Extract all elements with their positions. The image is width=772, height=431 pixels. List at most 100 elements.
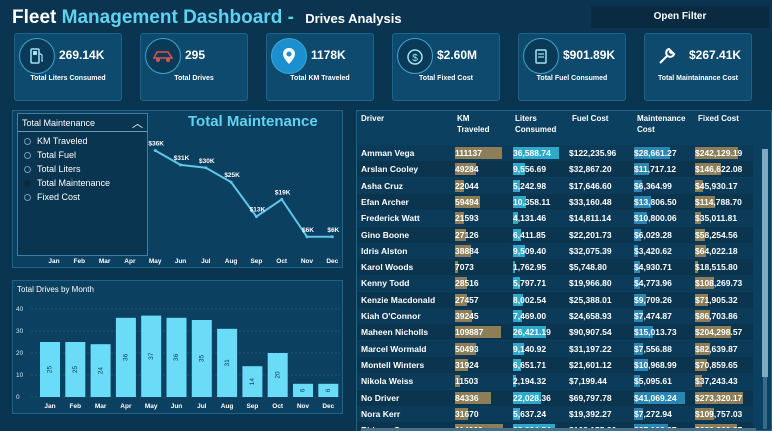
km-cell: 31924	[455, 359, 479, 370]
table-horizontal-scrollbar[interactable]	[361, 428, 756, 431]
col-header-fuel-cost[interactable]: Fuel Cost	[572, 114, 609, 123]
table-row[interactable]: Nikola Weiss 11503 2,194.32 $7,199.44 $5,095…	[357, 373, 753, 390]
fixed-cost-cell: $146,622.08	[695, 164, 743, 175]
drives-bar[interactable]	[90, 344, 111, 397]
liters-cell: 2,194.32	[513, 376, 547, 387]
km-cell: 27457	[455, 294, 479, 305]
drives-bar[interactable]	[65, 342, 86, 397]
table-data-bar	[695, 375, 702, 388]
kpi-label-fixed-cost: Total Fixed Cost	[419, 75, 473, 82]
map-pin-icon	[271, 38, 307, 74]
table-data-bar	[695, 163, 721, 176]
maintenance-point[interactable]	[179, 163, 182, 167]
measure-option[interactable]: Fixed Cost	[18, 190, 147, 204]
table-row[interactable]: Montell Winters 31924 6,651.71 $21,601.12 $1…	[357, 356, 753, 373]
table-row[interactable]: Kenzie Macdonald 27457 8,002.54 $25,388.01 $…	[357, 291, 753, 308]
open-filter-button[interactable]: Open Filter	[591, 6, 769, 28]
measure-option-label: Total Maintenance	[37, 178, 111, 188]
drives-chart-title: Total Drives by Month	[17, 285, 94, 294]
maintenance-point[interactable]	[254, 215, 258, 219]
maintenance-cell: $9,709.26	[634, 294, 672, 305]
measure-option[interactable]: KM Traveled	[18, 134, 147, 148]
table-row[interactable]: Asha Cruz 22044 5,242.98 $17,646.60 $6,364.9…	[357, 177, 753, 194]
drives-x-tick: Apr	[120, 403, 132, 410]
table-row[interactable]: Efan Archer 59494 10,358.11 $33,160.48 $13,8…	[357, 193, 753, 210]
drives-x-tick: Aug	[221, 403, 234, 410]
fixed-cost-cell: $273,320.17	[695, 392, 743, 403]
drives-bar-label: 37	[148, 352, 155, 360]
maintenance-cell: $4,773.96	[634, 278, 672, 289]
drives-bar[interactable]	[267, 353, 288, 397]
drives-bar[interactable]	[141, 315, 162, 397]
col-header-fixed-cost[interactable]: Fixed Cost	[698, 114, 739, 123]
maintenance-point[interactable]	[153, 149, 157, 152]
drives-bar[interactable]	[242, 366, 263, 397]
maintenance-cell: $15,013.73	[634, 327, 677, 338]
table-row[interactable]: Marcel Wormald 50493 9,140.92 $31,197.22 $7,…	[357, 340, 753, 357]
table-row[interactable]: Kiah O'Connor 39245 7,469.00 $24,658.93 $7,4…	[357, 308, 753, 324]
table-row[interactable]: Kenny Todd 28516 5,797.71 $19,966.80 $4,773.…	[357, 275, 753, 292]
title-word-management: Management	[61, 7, 178, 28]
fuel-cost-cell: $21,601.12	[569, 359, 612, 370]
col-header-km[interactable]: KM Traveled	[457, 114, 490, 134]
maintenance-point[interactable]	[330, 235, 334, 239]
fixed-cost-cell: $45,930.17	[695, 180, 738, 191]
km-cell: 7073	[455, 262, 474, 273]
drives-bar[interactable]	[217, 328, 238, 397]
measure-option[interactable]: Total Maintenance	[18, 176, 147, 190]
col-header-liters[interactable]: Liters Consumed	[515, 114, 557, 134]
measure-dropdown[interactable]: Total Maintenance ︿	[18, 114, 147, 132]
maintenance-cell: $10,800.06	[634, 213, 677, 224]
table-vertical-scrollbar[interactable]	[761, 149, 769, 429]
radio-icon[interactable]	[24, 179, 31, 187]
table-row[interactable]: Gino Boone 27126 6,411.85 $22,201.73 $6,029.…	[357, 226, 753, 243]
radio-icon[interactable]	[24, 151, 31, 159]
maintenance-point[interactable]	[280, 197, 284, 201]
maintenance-cell: $41,069.24	[634, 392, 677, 403]
drives-bar[interactable]	[40, 342, 60, 397]
measure-selector[interactable]: Total Maintenance ︿ KM Traveled Total Fue…	[17, 113, 148, 256]
measure-option[interactable]: Total Liters	[18, 162, 147, 176]
drives-bar[interactable]	[318, 383, 339, 397]
drives-bar[interactable]	[191, 320, 212, 397]
table-row[interactable]: No Driver 84336 22,028.36 $69,797.78 $41,069…	[357, 389, 753, 406]
km-cell: 109887	[455, 327, 484, 338]
kpi-value-km: 1178K	[311, 48, 346, 62]
radio-icon[interactable]	[24, 193, 31, 201]
maintenance-cell: $13,806.50	[634, 196, 677, 207]
col-header-maintenance[interactable]: Maintenance Cost	[637, 114, 686, 134]
chevron-up-icon[interactable]: ︿	[132, 118, 143, 130]
table-row[interactable]: Maheen Nicholls 109887 26,421.19 $90,907.54…	[357, 324, 753, 341]
liters-cell: 9,509.40	[513, 245, 547, 256]
table-data-bar	[634, 212, 648, 225]
km-cell: 27126	[455, 229, 479, 240]
col-header-driver[interactable]: Driver	[361, 114, 385, 123]
maintenance-point[interactable]	[229, 180, 233, 184]
table-row[interactable]: Frederick Watt 21593 4,131.46 $14,811.14 $10…	[357, 210, 753, 227]
drives-bar-label: 36	[123, 353, 130, 361]
radio-icon[interactable]	[24, 165, 31, 173]
driver-cell: Marcel Wormald	[361, 343, 427, 354]
table-row[interactable]: Karol Woods 7073 1,762.95 $5,748.80 $4,930.7…	[357, 259, 753, 276]
table-data-bar	[513, 244, 525, 257]
drives-bar-label: 25	[72, 366, 79, 374]
page-subtitle: Drives Analysis	[305, 11, 402, 26]
table-row[interactable]: Amman Vega 111137 36,588.74 $122,235.96 $28,…	[357, 145, 753, 161]
table-row[interactable]: Nora Kerr 31670 5,637.24 $19,392.27 $7,272.9…	[357, 405, 753, 422]
fixed-cost-cell: $109,757.03	[695, 408, 743, 419]
maintenance-point[interactable]	[305, 235, 309, 239]
maintenance-point[interactable]	[204, 166, 208, 170]
table-row[interactable]: Idris Alston 38884 9,509.40 $32,075.39 $3,42…	[357, 242, 753, 259]
drives-bar[interactable]	[166, 317, 187, 397]
table-row[interactable]: Arslan Cooley 49284 9,556.69 $32,867.20 $11,…	[357, 161, 753, 178]
maintenance-cell: $5,095.61	[634, 376, 672, 387]
driver-cell: Nora Kerr	[361, 408, 401, 419]
table-data-bar	[513, 310, 523, 322]
drives-bar[interactable]	[293, 383, 313, 397]
maintenance-chart-panel: Total Maintenance $36K $31K $30K $25K $13K $1…	[12, 110, 343, 268]
radio-icon[interactable]	[24, 137, 31, 145]
drives-bar[interactable]	[115, 317, 136, 397]
measure-option[interactable]: Total Fuel	[18, 148, 147, 162]
title-separator: -	[287, 7, 294, 28]
km-cell: 39245	[455, 311, 479, 321]
